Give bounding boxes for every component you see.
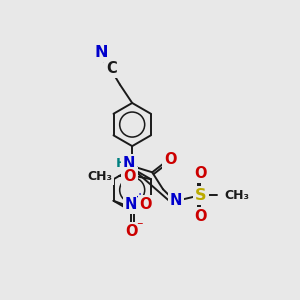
Text: CH₃: CH₃ (225, 189, 250, 202)
Text: O: O (125, 224, 137, 239)
Text: +: + (136, 192, 144, 202)
Text: O: O (194, 209, 207, 224)
Text: S: S (195, 188, 206, 203)
Text: C: C (106, 61, 117, 76)
Text: N: N (94, 45, 108, 60)
Text: N: N (123, 155, 135, 170)
Text: O: O (164, 152, 177, 167)
Text: CH₃: CH₃ (87, 169, 112, 183)
Text: O: O (140, 197, 152, 212)
Text: H: H (116, 157, 127, 169)
Text: O: O (194, 166, 207, 181)
Text: O: O (123, 169, 136, 184)
Text: N: N (125, 197, 137, 212)
Text: ⁻: ⁻ (136, 220, 143, 233)
Text: N: N (170, 193, 182, 208)
